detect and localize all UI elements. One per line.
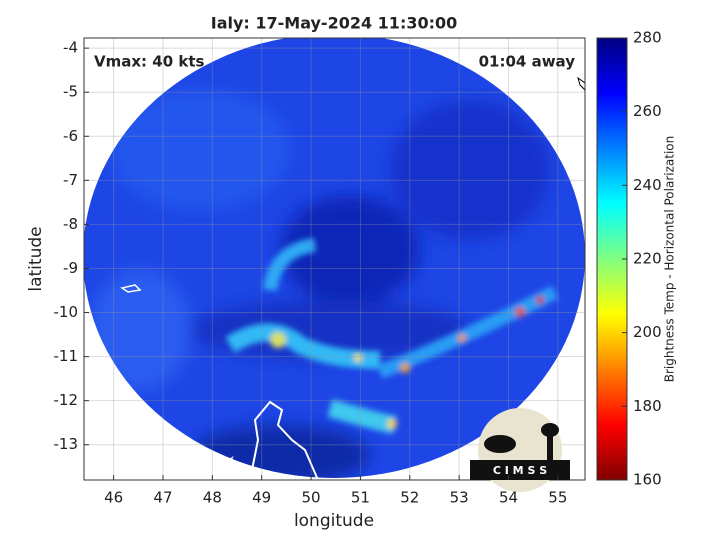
colorbar-tick-label: 220 [633,250,662,268]
colorbar-tick-label: 180 [633,397,662,415]
logo: C I M S S [470,408,570,492]
colorbar-label: Brightness Temp - Horizontal Polarizatio… [663,136,677,383]
x-tick-label: 46 [104,489,123,507]
colorbar-tick-label: 240 [633,176,662,194]
x-tick-label: 52 [400,489,419,507]
colorbar-tick-label: 260 [633,102,662,120]
coastline [204,455,234,480]
y-tick-label: -7 [63,171,78,189]
x-tick-label: 47 [153,489,172,507]
y-tick-label: -10 [54,303,79,321]
x-tick-label: 50 [302,489,321,507]
logo-text: C I M S S [493,464,547,477]
y-tick-label: -6 [63,127,78,145]
annotation: Vmax: 40 kts [94,53,204,71]
chart-title: Ialy: 17-May-2024 11:30:00 [211,14,458,33]
coastline [248,400,320,480]
coastline [120,284,142,293]
y-tick-label: -8 [63,215,78,233]
axes-frame [83,37,586,481]
x-axis-label: longitude [294,511,374,531]
x-tick-label: 55 [548,489,567,507]
y-tick-label: -4 [63,39,78,57]
x-tick-label: 49 [252,489,271,507]
x-tick-label: 48 [203,489,222,507]
colorbar-tick-label: 200 [633,323,662,341]
x-tick-label: 54 [499,489,518,507]
colorbar-tick-label: 280 [633,29,662,47]
y-tick-label: -13 [54,435,79,453]
annotation: 01:04 away [479,53,576,71]
x-tick-label: 53 [450,489,469,507]
coastline [577,76,585,91]
y-axis-label: latitude [26,226,46,291]
y-tick-label: -12 [54,391,79,409]
y-tick-label: -11 [54,347,79,365]
y-tick-label: -5 [63,83,78,101]
y-tick-label: -9 [63,259,78,277]
colorbar-tick-label: 160 [633,471,662,489]
x-tick-label: 51 [351,489,370,507]
